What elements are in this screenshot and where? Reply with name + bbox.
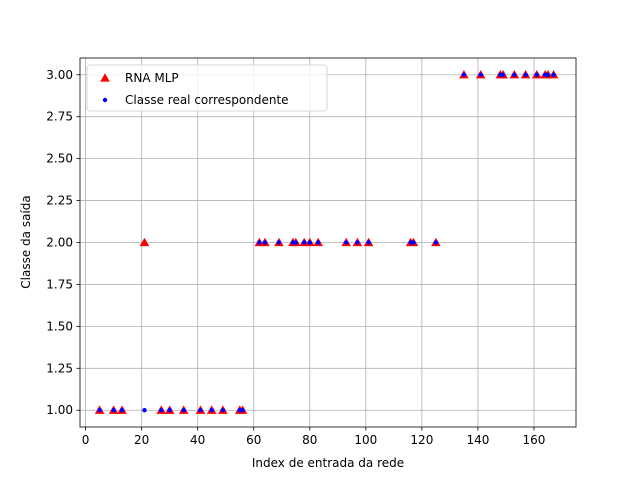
x-tick-label: 80	[302, 433, 317, 447]
y-tick-label: 2.75	[46, 110, 73, 124]
real-class-point	[461, 72, 467, 77]
x-tick-label: 160	[523, 433, 546, 447]
real-class-point	[534, 72, 539, 77]
real-class-point	[119, 408, 125, 413]
legend: RNA MLP Classe real correspondente	[86, 64, 328, 112]
y-tick-label: 2.00	[46, 236, 73, 250]
legend-label: Classe real correspondente	[125, 93, 289, 107]
x-tick-label: 100	[354, 433, 377, 447]
real-class-point	[433, 240, 439, 245]
real-class-point	[97, 408, 102, 413]
x-tick-label: 20	[134, 433, 149, 447]
real-class-point	[366, 240, 371, 245]
legend-box	[86, 64, 328, 112]
legend-dot-marker	[102, 97, 108, 103]
real-class-point	[167, 408, 172, 413]
real-class-point	[301, 240, 307, 245]
x-tick-label: 120	[410, 433, 433, 447]
real-class-point	[293, 240, 298, 245]
real-class-point	[262, 240, 268, 245]
real-class-point	[307, 240, 312, 245]
real-class-point	[478, 72, 483, 77]
real-class-point	[512, 72, 517, 77]
x-tick-label: 60	[246, 433, 261, 447]
y-tick-label: 3.00	[46, 68, 73, 82]
x-tick-label: 140	[466, 433, 489, 447]
x-tick-label: 40	[190, 433, 205, 447]
real-class-point	[276, 240, 282, 245]
real-class-point	[344, 240, 349, 245]
legend-triangle-marker	[100, 73, 110, 82]
rna-mlp-point	[139, 237, 150, 247]
axes: 0 20 40 60 80 100 120 140 160 1.00 1.25 1.50 1.75 2.0…	[46, 57, 577, 447]
x-axis-title: Index de entrada da rede	[252, 456, 404, 470]
y-tick-label: 2.50	[46, 152, 73, 166]
y-tick-label: 1.75	[46, 277, 73, 291]
real-class-point	[159, 408, 164, 413]
x-tick-label: 0	[82, 433, 90, 447]
real-class-point	[198, 408, 203, 413]
real-class-point	[551, 72, 556, 77]
real-class-point	[257, 240, 262, 245]
real-class-point	[220, 408, 226, 413]
real-class-point	[500, 72, 506, 77]
real-class-point	[209, 408, 214, 413]
real-class-point	[545, 72, 551, 77]
plot-frame	[79, 57, 577, 428]
y-tick-label: 2.25	[46, 194, 73, 208]
y-axis-title: Classe da saída	[19, 195, 33, 288]
real-class-point	[355, 240, 360, 245]
data-marks	[94, 69, 559, 414]
real-class-point	[181, 408, 186, 413]
y-tick-label: 1.00	[46, 403, 73, 417]
real-class-point	[111, 408, 116, 413]
y-tick-label: 1.50	[46, 319, 73, 333]
real-class-point	[240, 408, 245, 413]
real-class-point	[315, 240, 321, 245]
real-class-point	[411, 240, 416, 245]
legend-label: RNA MLP	[125, 71, 179, 85]
grid-lines	[80, 58, 576, 427]
real-class-point	[142, 408, 147, 413]
y-tick-label: 1.25	[46, 361, 73, 375]
real-class-point	[523, 72, 528, 77]
